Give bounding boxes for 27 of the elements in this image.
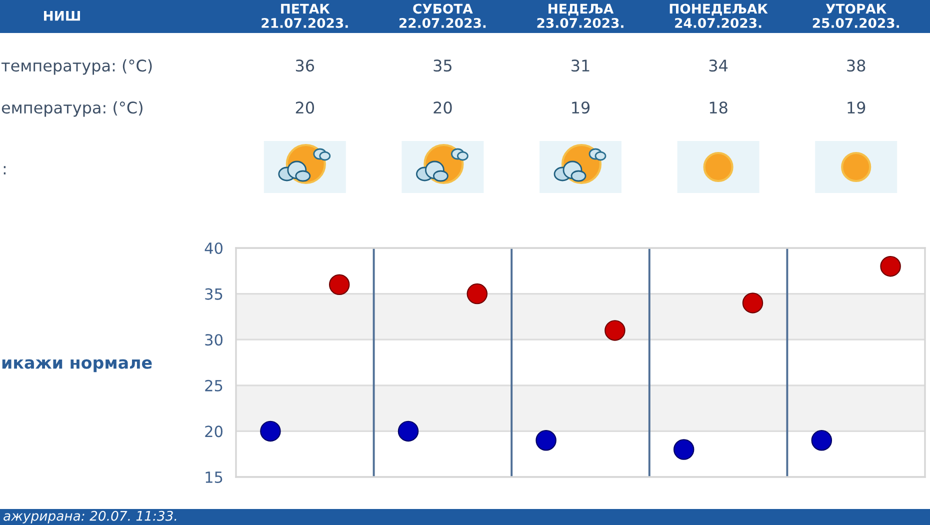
y-tick-label: 20 [205, 426, 222, 438]
text: температура: (°C) [1, 59, 152, 75]
text: СУБОТА 22.07.2023. [400, 4, 486, 28]
data-label: 18 [710, 102, 728, 114]
text: НЕДЕЉА 23.07.2023. [537, 4, 624, 28]
data-label: 20 [434, 102, 452, 114]
text: ажурирана: 20.07. 11:33. [4, 510, 176, 524]
text: ПОНЕДЕЉАК 24.07.2023. [670, 4, 768, 28]
text: икажи нормале [2, 359, 152, 372]
data-label: 19 [848, 102, 866, 114]
text: : [4, 166, 6, 174]
data-label: 34 [709, 60, 728, 72]
text: УТОРАК 25.07.2023. [812, 4, 899, 28]
y-tick-label: 35 [205, 288, 222, 300]
data-label: 36 [296, 60, 314, 72]
data-label: 35 [434, 60, 452, 72]
y-tick-label: 40 [204, 242, 222, 254]
y-tick-label: 15 [206, 472, 222, 484]
text: емпература: (°C) [2, 101, 142, 117]
data-label: 19 [572, 102, 590, 114]
data-label: 38 [847, 60, 866, 72]
text: ПЕТАК 21.07.2023. [262, 4, 348, 28]
text: НИШ [44, 11, 80, 21]
data-label: 31 [572, 60, 590, 72]
y-tick-label: 30 [205, 334, 222, 346]
y-tick-label: 25 [205, 380, 222, 392]
data-label: 20 [296, 102, 314, 114]
